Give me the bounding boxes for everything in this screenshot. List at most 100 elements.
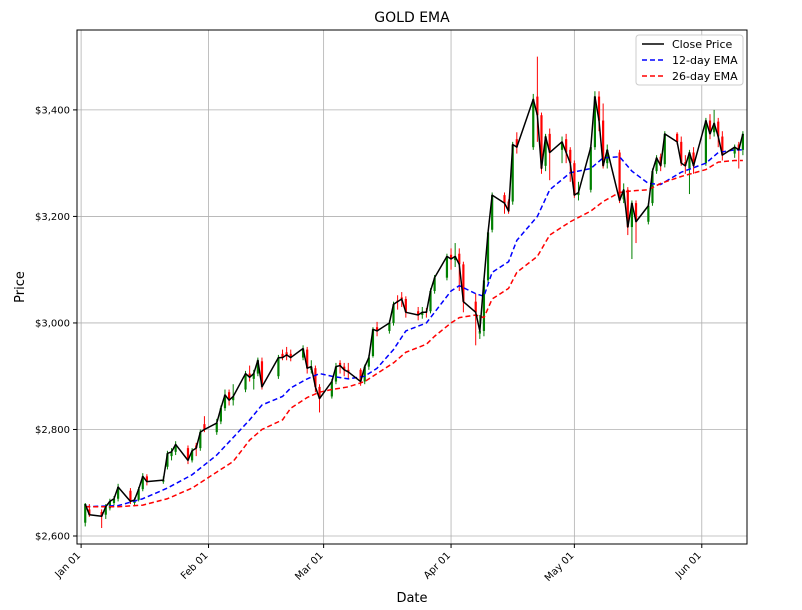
candle-body: [244, 373, 247, 390]
candle-body: [248, 373, 251, 378]
candle-body: [429, 290, 432, 312]
candle-body: [680, 141, 683, 164]
candle-body: [252, 373, 255, 379]
candle-body: [589, 147, 592, 190]
candle-body: [289, 353, 292, 358]
candle-body: [474, 301, 477, 313]
candle-body: [630, 203, 634, 228]
candle-body: [174, 444, 177, 452]
candle-body: [84, 504, 87, 523]
candle-body: [663, 133, 666, 165]
candle-body: [717, 121, 720, 137]
x-tick-label: Apr 01: [422, 550, 453, 581]
candle-body: [186, 448, 190, 461]
candle-body: [536, 96, 539, 116]
candle-body: [482, 280, 486, 331]
candle-body: [593, 96, 597, 148]
candle-body: [454, 256, 457, 261]
candle-body: [626, 189, 629, 228]
candle-body: [692, 152, 695, 166]
y-axis-label: Price: [13, 271, 28, 303]
candle-body: [713, 123, 716, 133]
candle-body: [573, 163, 576, 196]
chart-title: GOLD EMA: [374, 10, 450, 26]
x-tick-label: Feb 01: [179, 550, 211, 582]
candle-body: [306, 349, 309, 369]
candle-body: [433, 277, 436, 291]
candle-body: [704, 120, 707, 164]
candle-body: [359, 369, 362, 382]
x-axis-ticks: Jan 01 Feb 01 Mar 01 Apr 01 May 01 Jun 01: [53, 544, 704, 584]
y-axis-ticks: $2,600 $2,800 $3,000 $3,200 $3,400: [35, 105, 77, 543]
candle-body: [515, 139, 518, 148]
candle-body: [618, 152, 621, 201]
legend-entry-label: 12-day EMA: [672, 54, 738, 67]
candle-body: [458, 253, 461, 265]
candle-body: [655, 157, 658, 172]
x-axis-label: Date: [396, 591, 427, 606]
candle-body: [170, 451, 173, 457]
candle-body: [560, 141, 564, 150]
candle-body: [129, 490, 132, 502]
candle-body: [445, 256, 449, 278]
legend: Close Price 12-day EMA 26-day EMA: [635, 34, 744, 86]
plot-frame: [76, 29, 748, 545]
candle-body: [190, 450, 194, 461]
candle-body: [375, 327, 379, 331]
candle-body: [449, 254, 453, 260]
candle-body: [647, 205, 650, 222]
x-tick-label: Mar 01: [293, 550, 325, 582]
candle-body: [676, 133, 679, 142]
candle-body: [145, 476, 148, 482]
candle-body: [338, 362, 342, 366]
candle-body: [392, 304, 395, 323]
candle-body: [166, 453, 169, 467]
y-tick-label: $3,400: [35, 105, 70, 116]
candle-body: [511, 144, 514, 202]
x-tick-label: May 01: [543, 550, 577, 584]
candle-body: [219, 408, 222, 422]
candle-body: [232, 396, 235, 401]
candle-body: [137, 489, 140, 500]
series-line-12-day-ema: [85, 149, 743, 508]
candle-body: [688, 152, 691, 169]
candle-body: [100, 512, 103, 517]
candle-body: [367, 357, 370, 367]
candle-body: [215, 423, 218, 433]
candle-body: [203, 424, 206, 430]
candle-body: [104, 506, 107, 515]
candle-body: [634, 203, 638, 222]
candle-body: [141, 476, 144, 490]
candle-body: [733, 147, 736, 154]
candle-body: [741, 133, 744, 150]
candle-body: [478, 330, 481, 334]
candle-body: [532, 99, 535, 148]
candle-body: [162, 480, 165, 482]
candle-body: [108, 501, 111, 509]
candle-body: [606, 149, 609, 164]
candle-body: [462, 264, 465, 302]
candle-body: [597, 96, 601, 121]
candle-body: [602, 120, 605, 166]
candle-body: [371, 329, 375, 356]
candle-body: [199, 432, 202, 449]
candle-body: [388, 322, 391, 331]
candle-body: [223, 394, 227, 409]
candle-body: [540, 115, 543, 169]
candle-body: [314, 368, 317, 387]
candle-body: [343, 366, 346, 370]
candle-body: [318, 386, 321, 399]
candle-body: [721, 136, 724, 156]
candle-body: [417, 311, 420, 315]
series-lines: [84, 95, 744, 518]
candle-body: [491, 195, 494, 230]
candle-body: [260, 361, 264, 387]
candle-body: [334, 366, 338, 382]
candle-body: [486, 232, 490, 281]
grid-lines: [77, 30, 747, 544]
candle-body: [347, 369, 350, 372]
candle-body: [363, 366, 366, 382]
candle-body: [565, 139, 568, 153]
candle-body: [544, 136, 547, 166]
